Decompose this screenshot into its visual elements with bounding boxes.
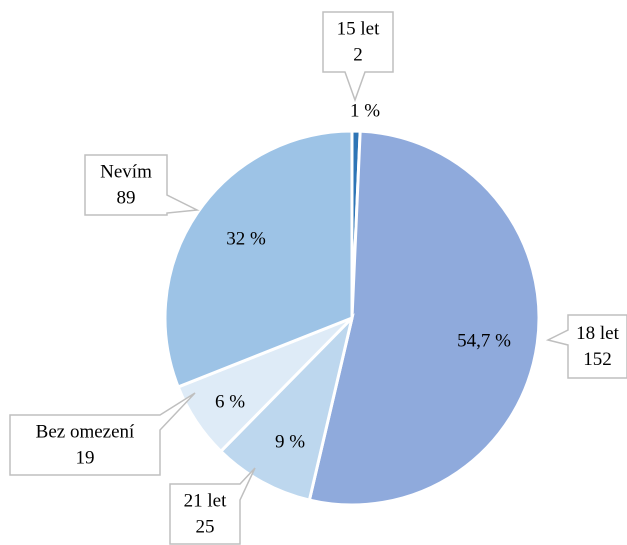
callout-box xyxy=(322,11,394,103)
percent-label: 54,7 % xyxy=(457,330,511,351)
value-label: 152 xyxy=(583,349,612,370)
percent-label: 1 % xyxy=(350,100,380,121)
category-label: Bez omezení xyxy=(36,421,135,442)
category-label: 15 let xyxy=(337,18,380,39)
callout-box xyxy=(9,392,196,476)
pie-slice xyxy=(307,129,541,507)
pie-slice xyxy=(163,129,354,389)
callout-box xyxy=(545,314,627,379)
callout-box xyxy=(169,467,256,545)
value-label: 25 xyxy=(196,516,215,537)
category-label: 21 let xyxy=(184,490,227,511)
percent-label: 9 % xyxy=(275,431,305,452)
callout-box xyxy=(84,154,200,216)
percent-label: 32 % xyxy=(226,228,266,249)
category-label: Nevím xyxy=(100,161,152,182)
value-label: 2 xyxy=(353,44,363,65)
percent-label: 6 % xyxy=(215,391,245,412)
value-label: 19 xyxy=(76,447,95,468)
category-label: 18 let xyxy=(576,323,619,344)
pie-slice xyxy=(218,313,355,502)
value-label: 89 xyxy=(117,187,136,208)
